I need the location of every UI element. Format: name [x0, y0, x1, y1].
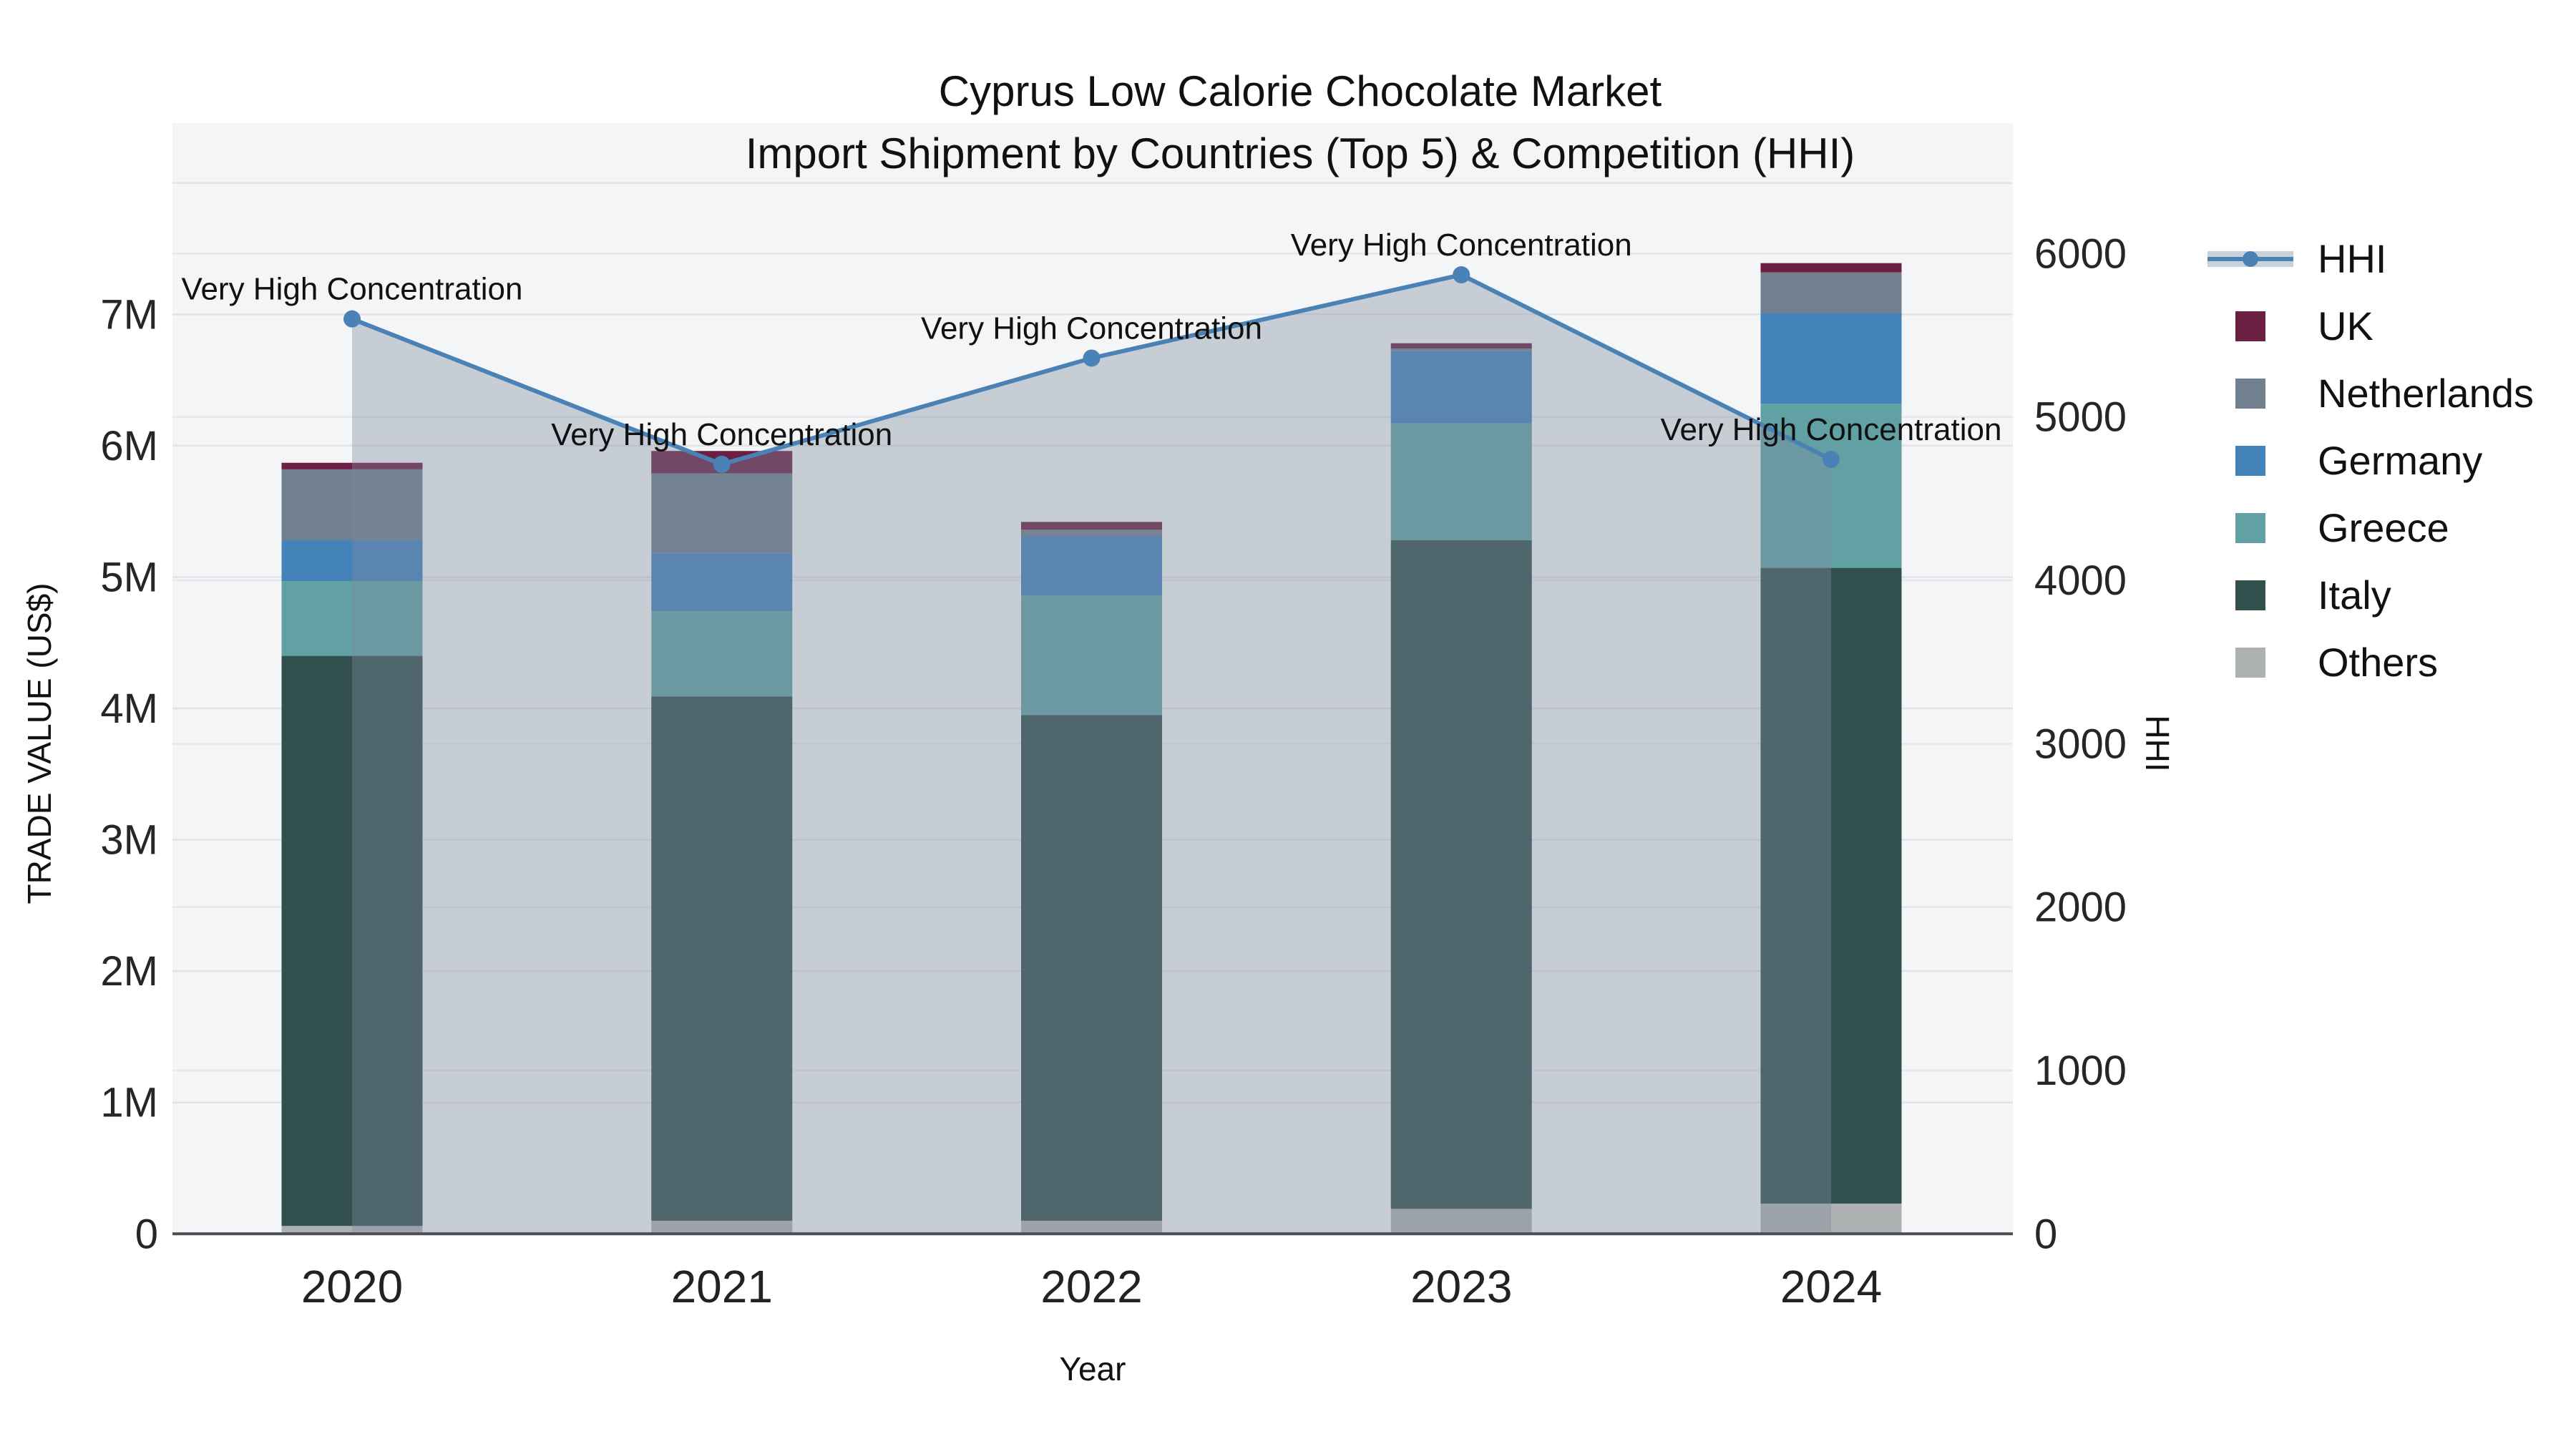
bar-segment-2020-netherlands: [281, 469, 423, 541]
bar-segment-2022-germany: [1021, 536, 1162, 596]
legend-item-netherlands[interactable]: Netherlands: [2207, 371, 2534, 416]
x-tick-2022: 2022: [1040, 1261, 1142, 1312]
bar-segment-2023-netherlands: [1390, 348, 1532, 351]
annotation-2021: Very High Concentration: [551, 417, 892, 452]
legend-color-swatch: [2235, 580, 2265, 610]
bar-segment-2023-italy: [1390, 540, 1532, 1209]
x-tick-2024: 2024: [1780, 1261, 1882, 1312]
bar-segment-2023-greece: [1390, 423, 1532, 541]
y-left-tick-0: 0: [135, 1211, 158, 1257]
legend-color-swatch: [2235, 311, 2265, 341]
legend-color-swatch: [2235, 379, 2265, 409]
annotation-2020: Very High Concentration: [182, 272, 523, 307]
bar-segment-2024-netherlands: [1760, 272, 1902, 313]
bar-segment-2020-others: [281, 1226, 423, 1234]
bar-segment-2022-uk: [1021, 522, 1162, 530]
x-tick-2021: 2021: [671, 1261, 773, 1312]
bar-segment-2024-germany: [1760, 313, 1902, 404]
annotation-2022: Very High Concentration: [921, 311, 1262, 346]
legend-label-hhi: HHI: [2318, 236, 2387, 281]
uk-swatch-icon: [2207, 304, 2293, 348]
y-right-tick-1000: 1000: [2034, 1048, 2127, 1094]
y-right-tick-6000: 6000: [2034, 230, 2127, 277]
bar-segment-2021-italy: [651, 696, 793, 1221]
hhi-point-2022: [1083, 349, 1101, 367]
chart-title-line2: Import Shipment by Countries (Top 5) & C…: [745, 130, 1855, 177]
annotation-2023: Very High Concentration: [1291, 228, 1632, 263]
hhi-point-2020: [343, 310, 361, 328]
x-tick-2023: 2023: [1410, 1261, 1512, 1312]
bar-segment-2024-greece: [1760, 404, 1902, 568]
y-left-tick-7M: 7M: [100, 291, 158, 338]
legend-label-germany: Germany: [2318, 438, 2483, 483]
bar-segment-2020-uk: [281, 462, 423, 469]
bar-segment-2022-italy: [1021, 715, 1162, 1221]
legend-color-swatch: [2235, 513, 2265, 543]
bar-segment-2022-others: [1021, 1220, 1162, 1234]
legend-label-netherlands: Netherlands: [2318, 371, 2534, 416]
bar-segment-2023-germany: [1390, 351, 1532, 424]
bar-segment-2024-italy: [1760, 567, 1902, 1204]
annotation-2024: Very High Concentration: [1661, 412, 2002, 447]
chart-title: Cyprus Low Calorie Chocolate Market Impo…: [370, 60, 2230, 185]
greece-swatch-icon: [2207, 506, 2293, 550]
hhi-point-2023: [1453, 266, 1470, 284]
legend-item-others[interactable]: Others: [2207, 640, 2534, 685]
netherlands-swatch-icon: [2207, 371, 2293, 415]
y-right-tick-3000: 3000: [2034, 721, 2127, 767]
italy-swatch-icon: [2207, 573, 2293, 617]
y-right-tick-4000: 4000: [2034, 557, 2127, 604]
bar-segment-2021-netherlands: [651, 473, 793, 554]
y-left-tick-2M: 2M: [100, 948, 158, 995]
legend-label-greece: Greece: [2318, 505, 2449, 550]
hhi-legend-sample: [2243, 251, 2258, 267]
y-right-tick-0: 0: [2034, 1211, 2057, 1257]
chart-title-line1: Cyprus Low Calorie Chocolate Market: [938, 67, 1662, 115]
bar-segment-2021-germany: [651, 553, 793, 612]
legend: HHI UK Netherlands Germany Greece Italy Others: [2207, 236, 2534, 685]
y-left-tick-6M: 6M: [100, 423, 158, 469]
legend-label-uk: UK: [2318, 303, 2373, 348]
bar-segment-2023-others: [1390, 1209, 1532, 1234]
y-right-tick-2000: 2000: [2034, 884, 2127, 931]
bar-segment-2020-germany: [281, 540, 423, 581]
legend-item-uk[interactable]: UK: [2207, 303, 2534, 348]
hhi-line-icon: [2207, 237, 2293, 280]
hhi-area-fill: [352, 275, 1831, 1234]
legend-item-germany[interactable]: Germany: [2207, 438, 2534, 483]
bar-segment-2022-greece: [1021, 595, 1162, 716]
bar-segment-2024-others: [1760, 1204, 1902, 1234]
legend-label-italy: Italy: [2318, 572, 2391, 618]
others-swatch-icon: [2207, 640, 2293, 684]
hhi-point-2024: [1823, 451, 1840, 469]
x-tick-2020: 2020: [301, 1261, 403, 1312]
legend-item-hhi[interactable]: HHI: [2207, 236, 2534, 281]
bar-segment-2020-greece: [281, 580, 423, 656]
bar-segment-2021-others: [651, 1220, 793, 1234]
y-right-tick-5000: 5000: [2034, 394, 2127, 441]
legend-color-swatch: [2235, 648, 2265, 678]
legend-label-others: Others: [2318, 640, 2439, 685]
x-axis-title: Year: [1059, 1350, 1126, 1387]
y-axis-left-title: TRADE VALUE (US$): [21, 582, 58, 904]
legend-item-italy[interactable]: Italy: [2207, 572, 2534, 618]
y-left-tick-3M: 3M: [100, 817, 158, 864]
hhi-point-2021: [713, 455, 731, 473]
legend-item-greece[interactable]: Greece: [2207, 505, 2534, 550]
bar-segment-2022-netherlands: [1021, 530, 1162, 537]
y-axis-right-title: HHI: [2139, 715, 2176, 772]
y-left-tick-1M: 1M: [100, 1080, 158, 1126]
y-left-tick-5M: 5M: [100, 554, 158, 600]
bar-segment-2024-uk: [1760, 263, 1902, 273]
y-left-tick-4M: 4M: [100, 686, 158, 732]
germany-swatch-icon: [2207, 439, 2293, 482]
bar-segment-2020-italy: [281, 655, 423, 1226]
bar-segment-2023-uk: [1390, 343, 1532, 349]
bar-segment-2021-greece: [651, 611, 793, 697]
legend-color-swatch: [2235, 446, 2265, 476]
